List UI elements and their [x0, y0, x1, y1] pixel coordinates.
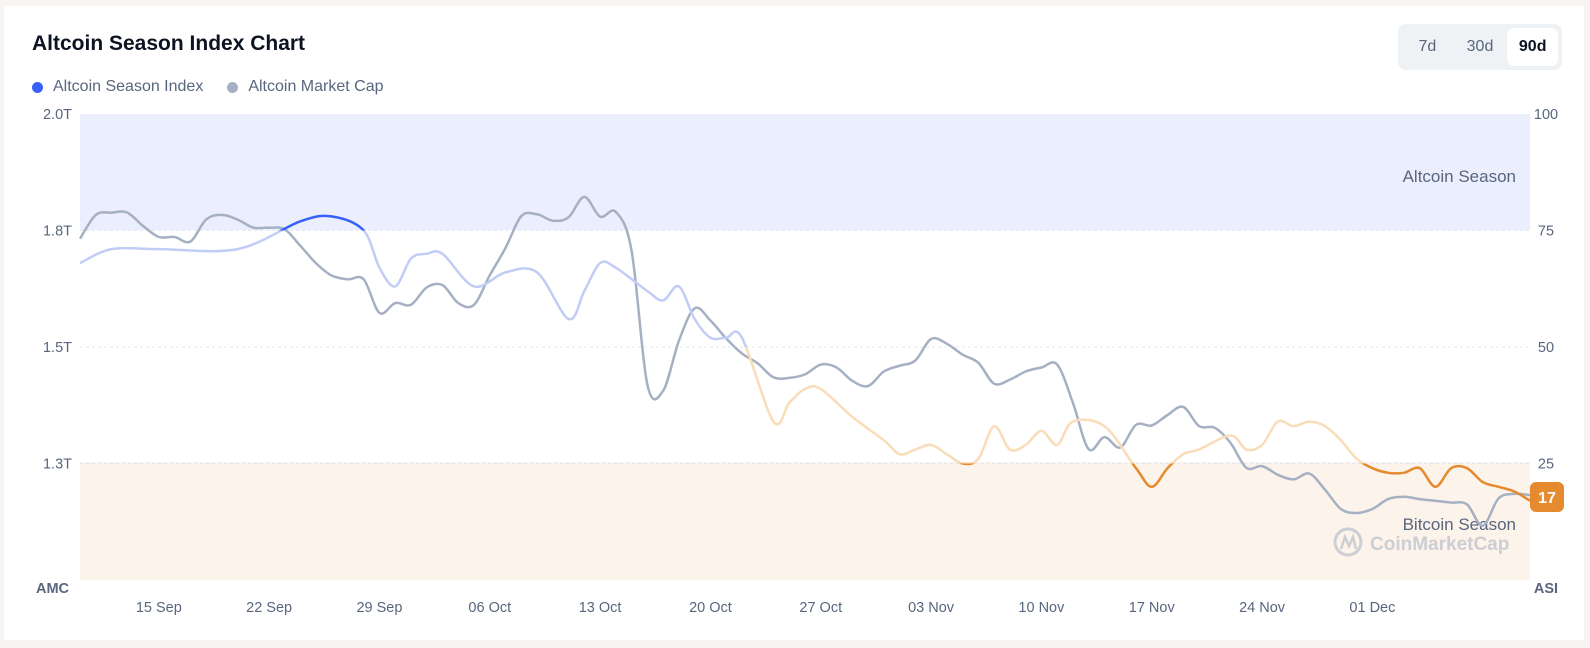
- right-tick-label: 50: [1538, 340, 1554, 356]
- left-tick-label: 1.8T: [43, 224, 72, 240]
- time-range-selector: 7d 30d 90d: [1398, 24, 1562, 70]
- x-tick-label: 13 Oct: [579, 600, 622, 616]
- legend-dot-amc: [227, 81, 239, 93]
- x-tick-label: 29 Sep: [356, 600, 402, 616]
- series-line-asi-altcoin: [278, 214, 366, 231]
- x-tick-label: 27 Oct: [799, 600, 842, 616]
- x-tick-label: 01 Dec: [1349, 600, 1395, 616]
- right-axis-label: ASI: [1534, 581, 1558, 597]
- legend-item-amc[interactable]: Altcoin Market Cap: [227, 78, 384, 96]
- coinmarketcap-logo-mark: [1339, 533, 1358, 550]
- series-line-asi-bitcoin: [958, 463, 1531, 502]
- series-lines: [78, 195, 1531, 528]
- left-axis-label: AMC: [36, 581, 70, 597]
- current-value-badge: 17: [1530, 482, 1564, 512]
- x-tick-label: 17 Nov: [1129, 600, 1176, 616]
- current-value-text: 17: [1538, 490, 1556, 507]
- right-tick-label: 75: [1538, 224, 1554, 240]
- bitcoin-season-label: Bitcoin Season: [1403, 515, 1516, 534]
- legend-label-asi: Altcoin Season Index: [53, 78, 204, 95]
- range-90d-button[interactable]: 90d: [1507, 28, 1559, 66]
- x-tick-label: 24 Nov: [1239, 600, 1286, 616]
- legend-label-amc: Altcoin Market Cap: [248, 78, 384, 95]
- watermark: CoinMarketCap: [1333, 527, 1509, 557]
- coinmarketcap-logo-icon: [1333, 527, 1363, 557]
- legend-item-asi[interactable]: Altcoin Season Index: [32, 78, 203, 96]
- current-value-badge-bg: [1530, 482, 1564, 512]
- series-line-asi-neutral-upper: [79, 230, 748, 347]
- x-tick-label: 06 Oct: [468, 600, 511, 616]
- x-tick-label: 20 Oct: [689, 600, 732, 616]
- legend-dot-asi: [32, 81, 43, 93]
- series-line-asi-neutral-lower: [744, 347, 1366, 464]
- page-title: Altcoin Season Index Chart: [32, 32, 306, 55]
- right-tick-label: 25: [1538, 457, 1554, 473]
- watermark-text: CoinMarketCap: [1370, 534, 1509, 555]
- right-tick-label: 100: [1534, 107, 1558, 123]
- altcoin-season-label: Altcoin Season: [1403, 167, 1516, 186]
- range-7d-button[interactable]: 7d: [1418, 38, 1437, 55]
- x-tick-label: 22 Sep: [246, 600, 292, 616]
- left-tick-label: 2.0T: [43, 107, 72, 123]
- range-30d-button[interactable]: 30d: [1466, 38, 1494, 55]
- x-tick-label: 10 Nov: [1018, 600, 1065, 616]
- grid-lines: [80, 230, 1530, 464]
- chart-legend: Altcoin Season Index Altcoin Market Cap: [32, 78, 384, 96]
- bitcoin-season-zone: [80, 462, 1530, 580]
- series-line-amc: [78, 195, 1531, 528]
- left-tick-label: 1.3T: [43, 457, 72, 473]
- x-tick-label: 03 Nov: [908, 600, 955, 616]
- altcoin-season-zone: [80, 114, 1530, 230]
- axis-ticks: 2.0T 1.8T 1.5T 1.3T 100 75 50 25 15 Sep 22 Sep 29 …: [43, 107, 1558, 616]
- left-tick-label: 1.5T: [43, 340, 72, 356]
- x-tick-label: 15 Sep: [136, 600, 182, 616]
